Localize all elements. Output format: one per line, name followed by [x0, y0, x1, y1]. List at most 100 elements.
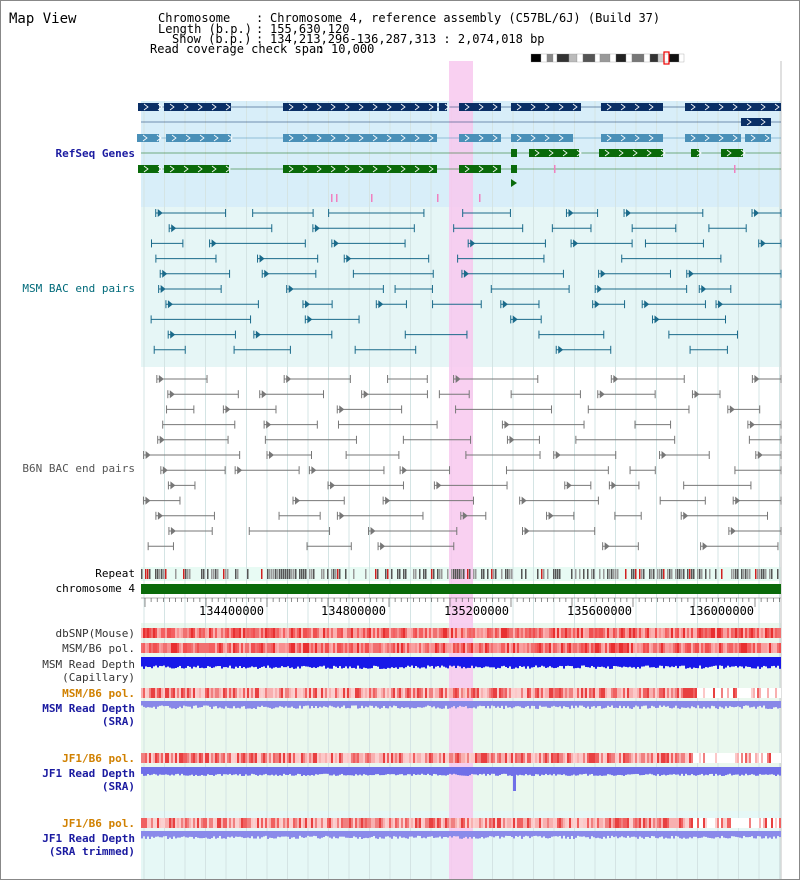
gene-strand-arrow	[428, 134, 434, 142]
heat-cell	[727, 818, 729, 828]
repeat-mark	[591, 569, 593, 579]
depth-bar	[291, 657, 293, 668]
heat-cell	[757, 628, 759, 638]
depth-bar	[563, 657, 565, 669]
heat-cell	[311, 628, 313, 638]
repeat-mark	[653, 569, 655, 579]
heat-cell	[241, 818, 243, 828]
depth-bar	[547, 657, 549, 668]
heat-cell	[233, 818, 235, 828]
repeat-mark	[583, 569, 585, 579]
heat-cell	[779, 688, 781, 698]
ideogram-band	[678, 53, 685, 63]
depth-bar	[775, 657, 777, 668]
heat-cell	[393, 688, 395, 698]
depth-bar	[539, 657, 541, 668]
depth-bar	[199, 831, 201, 839]
heat-cell	[653, 753, 655, 763]
depth-bar	[603, 831, 605, 837]
depth-bar	[637, 767, 639, 774]
heat-cell	[593, 688, 595, 698]
heat-cell	[529, 643, 531, 653]
depth-bar	[395, 701, 397, 707]
heat-cell	[549, 753, 551, 763]
gene-strand-arrow	[316, 165, 322, 173]
heat-cell	[329, 628, 331, 638]
depth-bar	[637, 701, 639, 707]
b6n-bac-arrow	[380, 542, 386, 551]
gene-strand-arrow	[530, 103, 536, 111]
heat-cell	[607, 818, 609, 828]
depth-bar	[271, 657, 273, 669]
depth-bar	[325, 657, 327, 669]
heat-cell	[553, 688, 555, 698]
repeat-mark	[469, 569, 471, 579]
heat-cell	[681, 818, 683, 828]
chromosome-value: Chromosome 4, reference assembly (C57BL/…	[270, 11, 661, 25]
depth-bar	[185, 701, 187, 707]
heat-cell	[641, 753, 643, 763]
heat-cell	[187, 628, 189, 638]
depth-bar	[255, 701, 257, 709]
heat-cell	[335, 818, 337, 828]
depth-bar	[489, 831, 491, 837]
depth-bar	[597, 831, 599, 838]
depth-bar	[679, 767, 681, 776]
repeat-mark	[745, 569, 747, 579]
heat-cell	[141, 628, 143, 638]
depth-bar	[447, 657, 449, 669]
depth-bar	[545, 831, 547, 839]
heat-cell	[679, 643, 681, 653]
heat-cell	[363, 643, 365, 653]
depth-bar	[657, 657, 659, 668]
depth-bar	[367, 767, 369, 776]
heat-cell	[777, 628, 779, 638]
heat-cell	[661, 628, 663, 638]
depth-bar	[771, 767, 773, 775]
heat-cell	[681, 753, 683, 763]
heat-cell	[463, 753, 465, 763]
heat-cell	[531, 688, 533, 698]
depth-bar	[439, 701, 441, 709]
depth-bar	[249, 767, 251, 776]
gene-strand-arrow	[302, 165, 308, 173]
depth-bar	[301, 657, 303, 667]
depth-bar	[205, 701, 207, 706]
ideogram-band	[615, 53, 627, 63]
gene-strand-arrow	[428, 103, 434, 111]
depth-bar	[501, 701, 503, 706]
heat-cell	[257, 643, 259, 653]
repeat-mark	[617, 569, 619, 579]
heat-cell	[457, 753, 459, 763]
heat-cell	[641, 818, 643, 828]
repeat-mark	[537, 569, 539, 579]
heat-cell	[725, 753, 727, 763]
heat-cell	[493, 753, 495, 763]
heat-cell	[245, 753, 247, 763]
heat-cell	[143, 688, 145, 698]
heat-cell	[711, 753, 713, 763]
heat-cell	[453, 688, 455, 698]
depth-bar	[535, 767, 537, 775]
depth-bar	[505, 767, 507, 774]
depth-bar	[737, 831, 739, 838]
heat-cell	[507, 628, 509, 638]
depth-bar	[211, 831, 213, 839]
heat-cell	[557, 688, 559, 698]
heat-cell	[181, 753, 183, 763]
heat-cell	[749, 753, 751, 763]
heat-cell	[325, 688, 327, 698]
heat-cell	[569, 628, 571, 638]
depth-bar	[555, 657, 557, 668]
depth-bar	[755, 831, 757, 839]
depth-bar	[453, 831, 455, 837]
gene-strand-arrow	[516, 134, 522, 142]
depth-bar	[315, 657, 317, 669]
heat-cell	[623, 818, 625, 828]
heat-cell	[153, 643, 155, 653]
repeat-mark	[487, 569, 489, 579]
depth-bar	[521, 831, 523, 839]
heat-cell	[311, 688, 313, 698]
depth-bar	[295, 657, 297, 669]
